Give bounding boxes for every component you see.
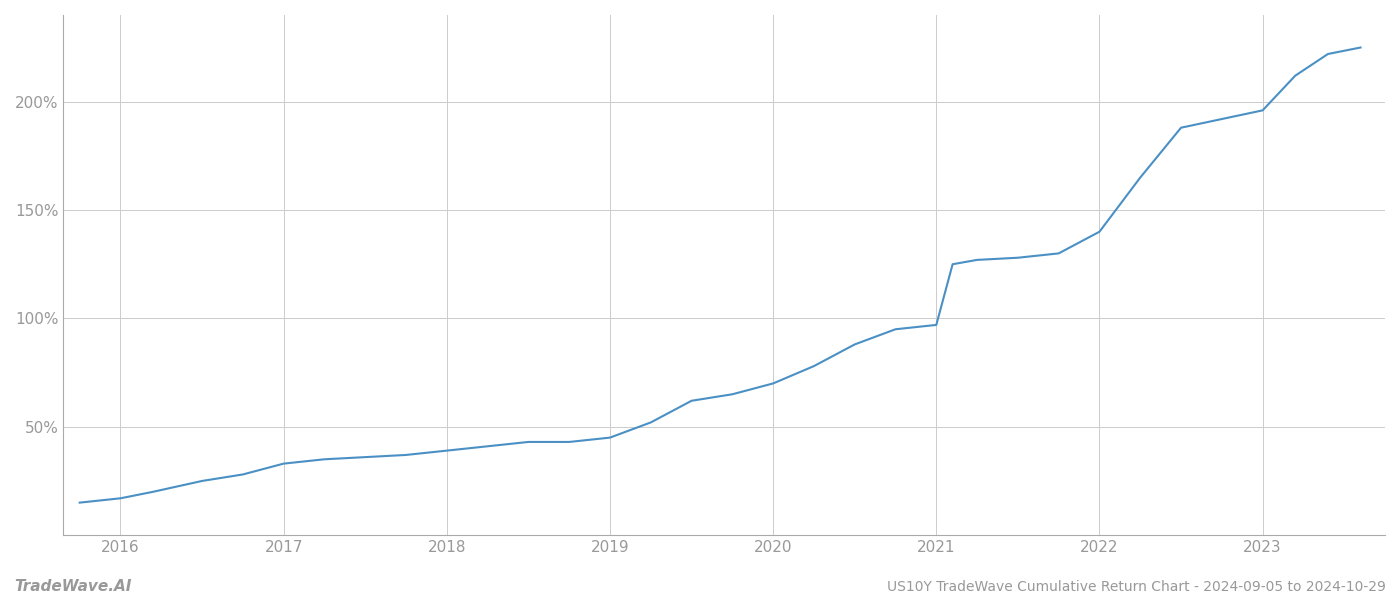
Text: TradeWave.AI: TradeWave.AI — [14, 579, 132, 594]
Text: US10Y TradeWave Cumulative Return Chart - 2024-09-05 to 2024-10-29: US10Y TradeWave Cumulative Return Chart … — [888, 580, 1386, 594]
